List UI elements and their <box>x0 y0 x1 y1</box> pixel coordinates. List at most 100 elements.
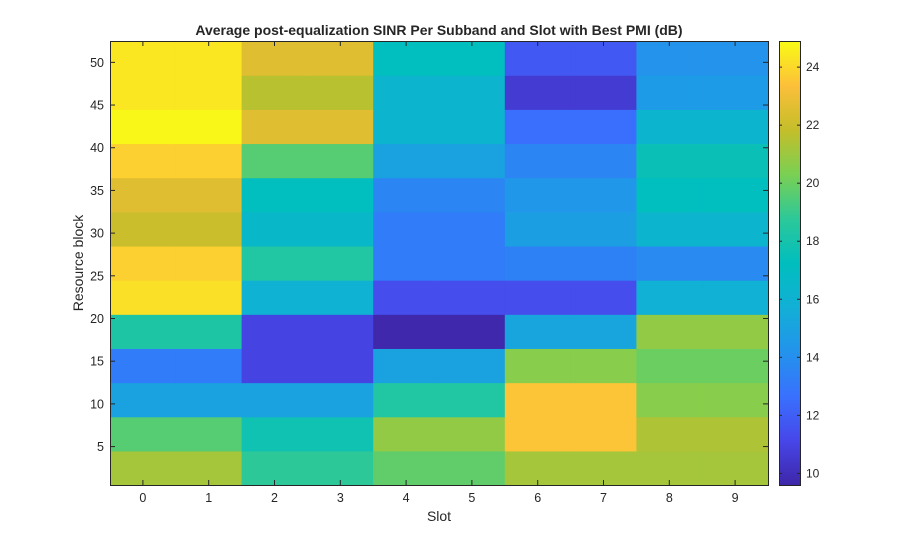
heatmap-cell <box>373 382 440 418</box>
heatmap-cell <box>241 245 308 281</box>
heatmap-cell <box>307 314 374 349</box>
heatmap-cell <box>636 314 703 349</box>
heatmap-cell <box>636 75 703 110</box>
heatmap-cell <box>175 348 243 384</box>
heatmap-cell <box>175 211 243 247</box>
heatmap-cell <box>702 41 769 76</box>
heatmap-cell <box>175 280 243 315</box>
heatmap-cell <box>702 245 769 281</box>
x-tick-label: 9 <box>732 491 739 505</box>
heatmap-cell <box>504 211 572 247</box>
y-tick-label: 40 <box>90 141 104 155</box>
heatmap-cell <box>702 109 769 145</box>
heatmap-cell <box>110 245 177 281</box>
heatmap-cell <box>439 109 506 145</box>
heatmap-cell <box>373 41 440 76</box>
x-tick-label: 0 <box>139 491 146 505</box>
heatmap-cell <box>110 416 177 452</box>
heatmap-cell <box>307 109 374 145</box>
colorbar-tick-label: 10 <box>806 466 820 480</box>
heatmap-cell <box>636 416 703 452</box>
heatmap-cell <box>570 41 637 76</box>
heatmap-cell <box>307 450 374 486</box>
heatmap-cell <box>636 143 703 179</box>
heatmap-cell <box>504 143 572 179</box>
heatmap-cell <box>570 280 637 315</box>
heatmap-cell <box>702 211 769 247</box>
heatmap-cell <box>504 382 572 418</box>
heatmap-cell <box>504 109 572 145</box>
heatmap-cell <box>504 245 572 281</box>
heatmap-cell <box>570 177 637 213</box>
x-tick-label: 7 <box>600 491 607 505</box>
colorbar-tick-label: 22 <box>806 118 820 132</box>
x-tick-label: 8 <box>666 491 673 505</box>
y-tick-label: 20 <box>90 312 104 326</box>
heatmap-cell <box>636 41 703 76</box>
heatmap-cell <box>307 348 374 384</box>
y-tick-label: 50 <box>90 56 104 70</box>
heatmap-cell <box>241 280 308 315</box>
heatmap-cell <box>570 75 637 110</box>
heatmap-cell <box>110 41 177 76</box>
y-tick-label: 5 <box>97 440 104 454</box>
x-tick-label: 4 <box>403 491 410 505</box>
heatmap-cell <box>307 75 374 110</box>
heatmap-cell <box>373 348 440 384</box>
plot-frame <box>110 41 769 486</box>
heatmap-cell <box>504 41 572 76</box>
heatmap-cell <box>175 177 243 213</box>
y-tick-label: 35 <box>90 184 104 198</box>
heatmap-cell <box>504 416 572 452</box>
heatmap-cell <box>439 382 506 418</box>
colorbar-tick-label: 18 <box>806 234 820 248</box>
y-tick-label: 30 <box>90 227 104 241</box>
heatmap-cell <box>373 75 440 110</box>
x-axis-ticks: 0 1 2 3 4 5 6 7 8 9 <box>139 41 739 505</box>
heatmap-cell <box>636 348 703 384</box>
heatmap-cell <box>570 245 637 281</box>
colorbar-tick-label: 16 <box>806 292 820 306</box>
heatmap-cell <box>241 348 308 384</box>
heatmap-cell <box>175 41 243 76</box>
heatmap-cell <box>636 211 703 247</box>
heatmap-cell <box>702 382 769 418</box>
heatmap-cell <box>175 416 243 452</box>
heatmap-cell <box>307 41 374 76</box>
heatmap-cell <box>175 75 243 110</box>
heatmap-cell <box>307 280 374 315</box>
colorbar <box>779 41 801 486</box>
heatmap-cell <box>636 177 703 213</box>
y-axis-label: Resource block <box>70 214 86 311</box>
colorbar-tick-label: 12 <box>806 408 820 422</box>
heatmap-cell <box>570 211 637 247</box>
y-tick-label: 10 <box>90 397 104 411</box>
x-tick-label: 1 <box>205 491 212 505</box>
heatmap-cell <box>373 211 440 247</box>
x-tick-label: 3 <box>337 491 344 505</box>
heatmap-cell <box>570 416 637 452</box>
heatmap-cell <box>439 245 506 281</box>
heatmap-cell <box>439 416 506 452</box>
heatmap-cell <box>307 211 374 247</box>
heatmap-cell <box>504 348 572 384</box>
heatmap-cell <box>702 177 769 213</box>
heatmap-cell <box>175 450 243 486</box>
heatmap-cell <box>570 314 637 349</box>
heatmap-cell <box>241 143 308 179</box>
heatmap-cell <box>241 75 308 110</box>
heatmap-cell <box>636 382 703 418</box>
colorbar-ticks: 10 12 14 16 18 20 22 24 <box>779 60 820 480</box>
colorbar-tick-label: 24 <box>806 60 820 74</box>
heatmap-cell <box>570 109 637 145</box>
heatmap-cell <box>241 211 308 247</box>
heatmap-cell <box>110 75 177 110</box>
heatmap-cell <box>373 416 440 452</box>
heatmap-cell <box>504 314 572 349</box>
heatmap-cell <box>702 348 769 384</box>
heatmap-cell <box>570 143 637 179</box>
heatmap-cells <box>110 41 769 486</box>
heatmap-cell <box>439 450 506 486</box>
chart-title: Average post-equalization SINR Per Subba… <box>195 22 682 38</box>
heatmap-cell <box>241 416 308 452</box>
